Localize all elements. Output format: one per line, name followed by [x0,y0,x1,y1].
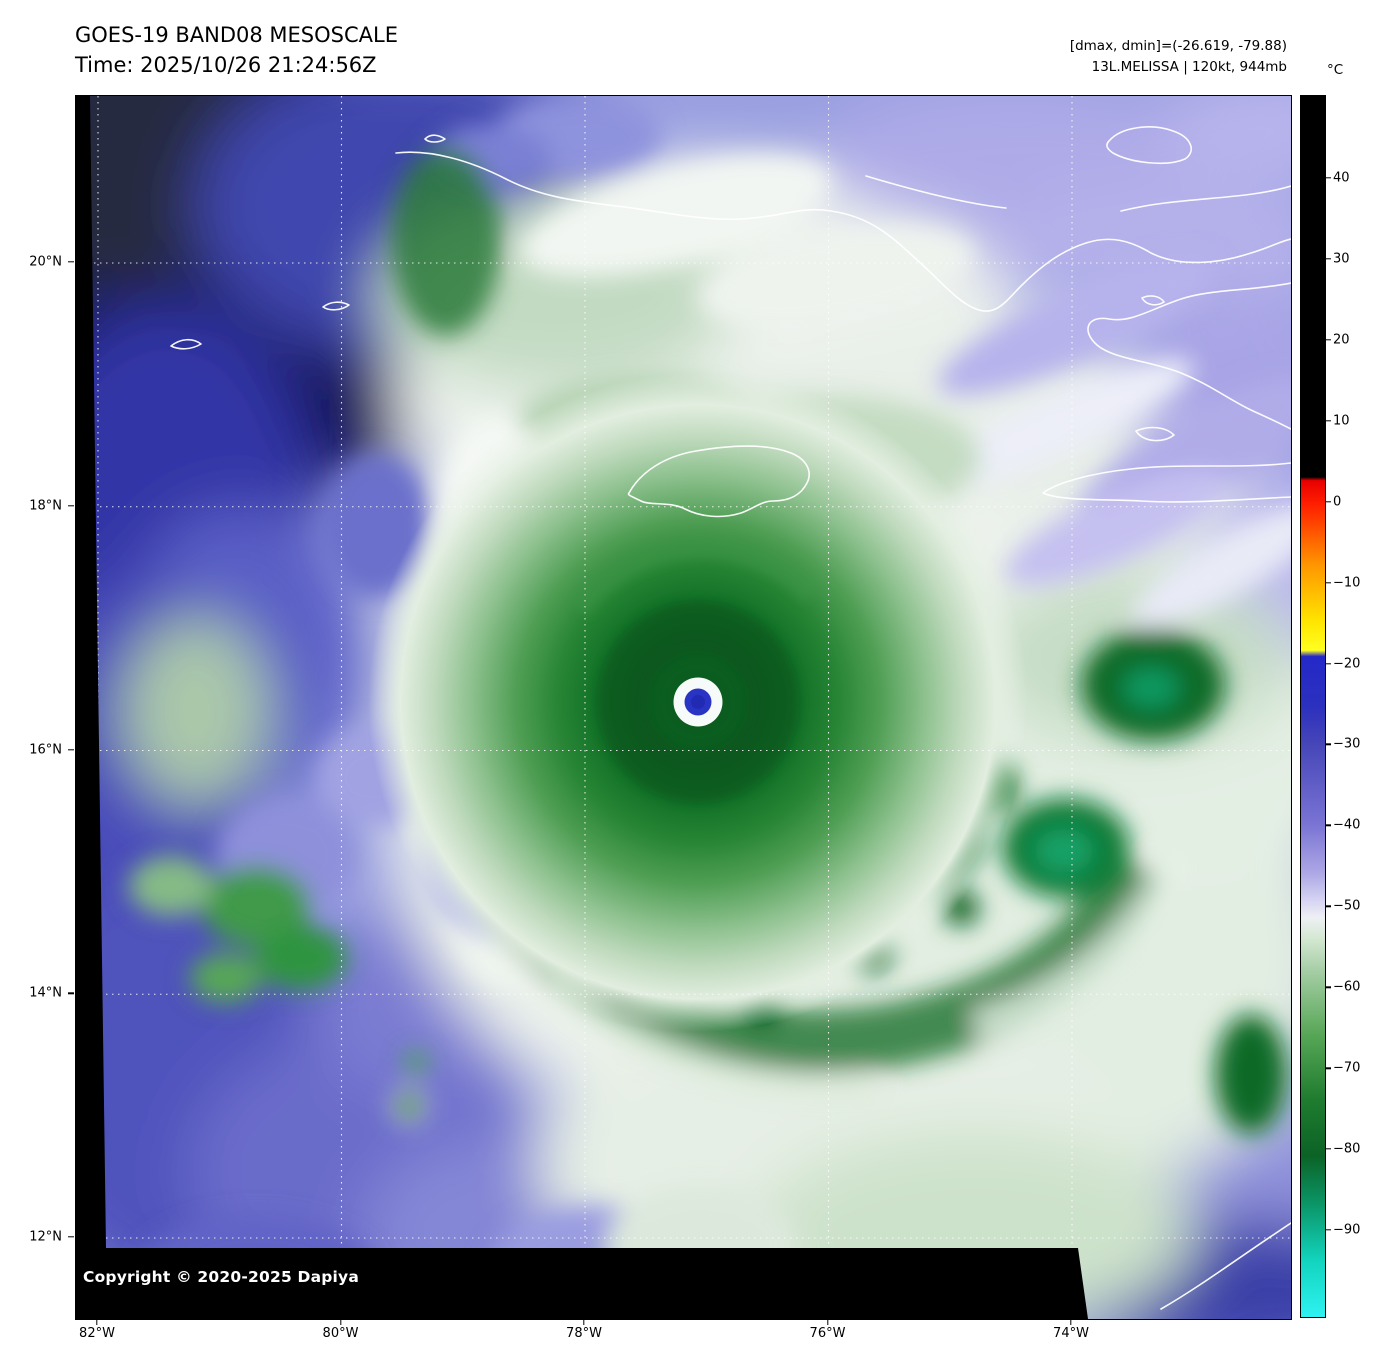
haiti-north-coastline [1087,282,1291,430]
cuba-south-coastline [395,151,1291,312]
inagua-island [1106,126,1193,165]
lon-label-82: 82°W [79,1326,115,1341]
colorbar-tick-mark [1326,258,1331,260]
colorbar-tick-label--90: −90 [1333,1222,1361,1238]
colorbar-tick-mark [1326,743,1331,746]
satellite-map: Copyright © 2020-2025 Dapiya [75,95,1292,1320]
colorbar-tick-mark [1326,339,1331,341]
colorbar-tick-mark [1326,1067,1331,1069]
lat-label-18: 18°N [29,498,62,514]
satellite-image [76,96,1291,1319]
jamaica-coastline [627,445,810,518]
colorbar-tick-mark [1326,420,1331,422]
colorbar-tick-label--50: −50 [1333,898,1361,914]
cuba-north-coastline [1120,185,1291,212]
colorbar-tick-mark [1326,662,1331,665]
lon-label-76: 76°W [809,1326,846,1341]
colorbar-tick-label--30: −30 [1333,736,1361,752]
grand-cayman-island [170,338,202,350]
latitude-axis: 20°N 18°N 16°N 14°N 12°N [0,0,75,1359]
map-gridlines [76,96,1291,1319]
colorbar-tick-mark [1326,824,1331,827]
colorbar-tick-label-10: 10 [1333,413,1350,429]
colorbar-tick-label--80: −80 [1333,1141,1361,1157]
colorbar-tick-mark [1326,500,1331,503]
colorbar-tick-label-30: 30 [1333,251,1350,267]
little-cayman-island [322,301,350,311]
colorbar-tick-label--20: −20 [1333,656,1361,672]
page-title: GOES-19 BAND08 MESOSCALE [75,23,398,47]
colorbar-tick-label--70: −70 [1333,1060,1361,1076]
gonave-island [1135,426,1175,442]
header-right: [dmax, dmin]=(-26.619, -79.88) 13L.MELIS… [1070,36,1287,78]
lon-label-78: 78°W [566,1326,602,1341]
colorbar-tick-mark [1326,905,1331,907]
dmax-dmin-readout: [dmax, dmin]=(-26.619, -79.88) [1069,38,1287,54]
small-island [1141,295,1165,306]
copyright: Copyright © 2020-2025 Dapiya [83,1268,360,1286]
colorbar-tick-label--40: −40 [1333,817,1361,833]
cuba-coast-fragment [865,175,1007,209]
lat-label-12-tick [68,1236,74,1238]
colorbar-tick-mark [1326,986,1331,988]
colorbar-tick-mark [1326,581,1331,584]
lat-label-14: 14°N [29,985,62,1001]
lat-label-14-tick [68,992,74,994]
coastlines [170,126,1291,1310]
colorbar-tick-mark [1326,177,1331,179]
colorbar-tick-label-20: 20 [1333,332,1350,348]
colorbar-tick-label--10: −10 [1333,575,1361,591]
colorbar [1300,95,1326,1318]
off-swath-mask [76,96,1088,1319]
storm-info: 13L.MELISSA | 120kt, 944mb [1091,58,1287,75]
lat-label-20-tick [68,261,74,263]
lat-label-16-tick [68,748,74,751]
colorbar-unit-label: °C [1327,62,1344,78]
colorbar-tick-label--60: −60 [1333,979,1361,995]
tiburon-peninsula-coastline [1042,462,1291,503]
colorbar-tick-mark [1326,1148,1331,1150]
colorbar-tick-mark [1326,1229,1331,1231]
lat-label-16: 16°N [29,742,62,757]
timestamp: Time: 2025/10/26 21:24:56Z [75,53,377,78]
south-america-coastline [1160,1222,1291,1310]
lon-label-80: 80°W [322,1326,359,1341]
lat-label-12: 12°N [29,1229,62,1245]
cuban-cays-island [424,134,446,143]
lon-label-74: 74°W [1053,1326,1089,1341]
title-block: GOES-19 BAND08 MESOSCALE Time: 2025/10/2… [75,20,398,81]
colorbar-tick-label-0: 0 [1333,494,1342,510]
colorbar-tick-label-40: 40 [1333,170,1350,186]
lat-label-18-tick [68,505,74,507]
lat-label-20: 20°N [29,254,62,270]
